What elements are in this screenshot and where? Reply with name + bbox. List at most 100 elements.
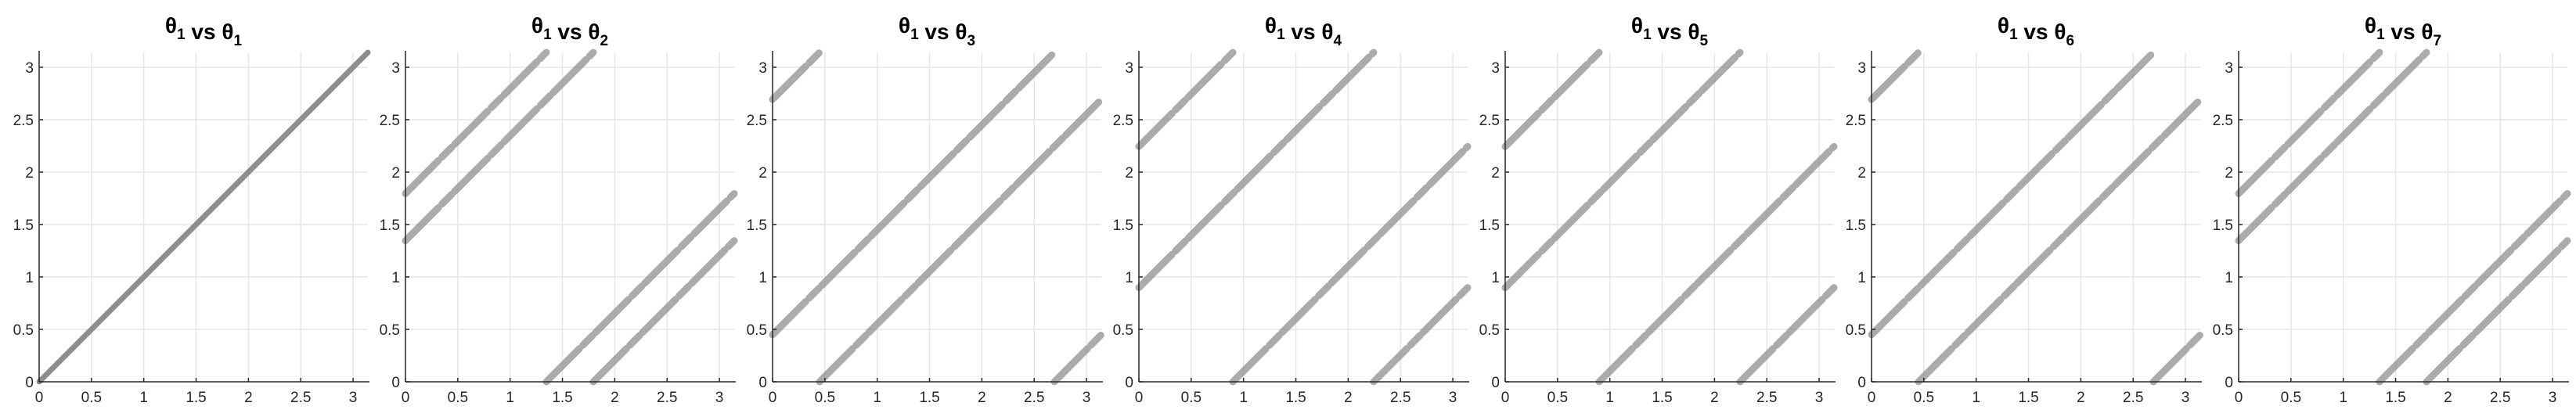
title-text: θ [1321, 20, 1333, 44]
y-tick-label: 1.5 [1113, 217, 1133, 234]
x-tick-label: 1 [139, 390, 148, 406]
x-tick-label: 2 [2077, 390, 2085, 406]
x-tick-label: 3 [1083, 390, 1091, 406]
title-text: θ [2421, 20, 2433, 44]
x-tick-label: 1 [506, 390, 514, 406]
data-line-2 [1135, 49, 1378, 292]
y-tick-label: 2.5 [1846, 113, 1866, 129]
x-tick-label: 2.5 [2123, 390, 2143, 406]
x-tick-label: 1.5 [1285, 390, 1306, 406]
x-tick-label: 2 [978, 390, 986, 406]
y-tick-label: 3 [391, 60, 400, 77]
y-tick-label: 2.5 [747, 113, 767, 129]
title-subscript: 1 [2376, 27, 2385, 43]
data-line-2 [769, 49, 1058, 339]
title-subscript: 1 [1643, 27, 1652, 43]
title-text: vs [552, 20, 589, 44]
x-tick-label: 1 [2339, 390, 2347, 406]
y-tick-label: 3 [1491, 60, 1500, 77]
x-tick-label: 3 [2181, 390, 2190, 406]
title-text: vs [1285, 20, 1322, 44]
y-tick-label: 0 [25, 375, 34, 391]
title-text: θ [588, 20, 600, 44]
x-tick-label: 2 [2444, 390, 2452, 406]
x-tick-label: 0.5 [81, 390, 102, 406]
x-tick-label: 0 [2235, 390, 2243, 406]
data-line-1 [2235, 49, 2383, 197]
y-tick-label: 0 [1857, 375, 1866, 391]
data-line-1 [1868, 49, 1922, 103]
x-tick-label: 1.5 [919, 390, 939, 406]
y-tick-label: 2.5 [2213, 113, 2233, 129]
panel-title: θ1 vs θ6 [1998, 13, 2074, 49]
panel-title: θ1 vs θ5 [1631, 13, 1709, 49]
panel-title: θ1 vs θ3 [899, 13, 975, 49]
title-text: θ [165, 13, 177, 38]
title-subscript: 1 [233, 33, 242, 49]
data-line-1 [36, 49, 371, 385]
x-tick-label: 1 [873, 390, 881, 406]
title-text: vs [186, 20, 222, 44]
y-tick-label: 1 [1857, 270, 1866, 286]
data-line-3 [2376, 189, 2571, 386]
data-line-4 [1050, 331, 1105, 386]
data-line-3 [1915, 95, 2204, 386]
y-tick-label: 1.5 [1846, 217, 1866, 234]
y-tick-label: 1.5 [747, 217, 767, 234]
x-tick-label: 0 [1135, 390, 1144, 406]
y-tick-label: 0 [1491, 375, 1500, 391]
y-tick-label: 3 [758, 60, 767, 77]
data-line-1 [769, 49, 823, 103]
data-line-4 [1370, 284, 1472, 386]
x-tick-label: 1 [1972, 390, 1980, 406]
y-tick-label: 0.5 [747, 322, 767, 339]
y-tick-label: 0.5 [1113, 322, 1133, 339]
y-tick-label: 0.5 [13, 322, 34, 339]
data-line-1 [402, 49, 550, 197]
y-tick-label: 2 [1857, 165, 1866, 182]
x-tick-label: 0.5 [1547, 390, 1568, 406]
title-text: θ [2365, 13, 2376, 38]
data-line-4 [1736, 284, 1838, 386]
title-text: θ [1688, 20, 1699, 44]
title-text: vs [2018, 20, 2055, 44]
y-tick-label: 1.5 [1479, 217, 1500, 234]
title-text: θ [1631, 13, 1643, 38]
y-tick-label: 0.5 [1846, 322, 1866, 339]
title-subscript: 7 [2433, 33, 2441, 49]
x-tick-label: 0 [1868, 390, 1876, 406]
title-text: θ [955, 20, 967, 44]
x-tick-label: 0.5 [1914, 390, 1934, 406]
x-tick-label: 2.5 [1024, 390, 1044, 406]
title-text: θ [222, 20, 233, 44]
title-subscript: 3 [967, 33, 975, 49]
title-subscript: 1 [910, 27, 919, 43]
x-tick-label: 2 [1344, 390, 1353, 406]
y-tick-label: 1 [758, 270, 767, 286]
y-tick-label: 3 [1125, 60, 1133, 77]
title-subscript: 5 [1699, 33, 1708, 49]
x-tick-label: 0 [1501, 390, 1510, 406]
y-tick-label: 1 [1491, 270, 1500, 286]
x-tick-label: 2 [244, 390, 253, 406]
data-line-2 [1501, 49, 1744, 292]
data-line-1 [1501, 49, 1603, 150]
title-subscript: 1 [2009, 27, 2018, 43]
x-tick-label: 3 [349, 390, 358, 406]
y-tick-label: 2 [2225, 165, 2233, 182]
data-line-4 [589, 237, 738, 386]
title-subscript: 1 [543, 27, 552, 43]
title-text: θ [531, 13, 543, 38]
x-tick-label: 3 [2549, 390, 2557, 406]
x-tick-label: 2 [1710, 390, 1719, 406]
x-tick-label: 0.5 [2281, 390, 2301, 406]
title-text: θ [899, 13, 910, 38]
data-line-3 [1229, 142, 1472, 386]
x-tick-label: 2.5 [1390, 390, 1410, 406]
x-tick-label: 2.5 [657, 390, 677, 406]
y-tick-label: 1 [2225, 270, 2233, 286]
